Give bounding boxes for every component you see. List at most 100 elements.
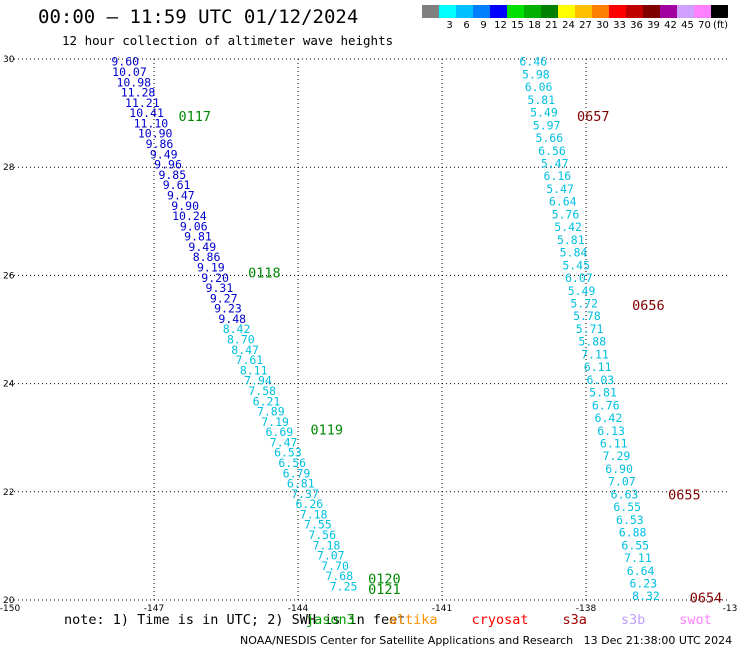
y-tick-label: 26 bbox=[3, 271, 15, 281]
y-tick-label: 30 bbox=[3, 55, 15, 65]
swh-value-label: 6.53 bbox=[274, 446, 302, 460]
swh-value-label: 6.21 bbox=[253, 394, 281, 408]
swh-value-label: 9.27 bbox=[210, 291, 238, 305]
swh-value-label: 8.42 bbox=[223, 322, 251, 336]
swh-value-label: 5.71 bbox=[576, 322, 604, 336]
x-tick-label: -144 bbox=[288, 604, 309, 614]
swh-value-label: 5.42 bbox=[554, 220, 582, 234]
legend-swatch bbox=[473, 5, 490, 18]
swh-value-label: 7.11 bbox=[581, 347, 609, 361]
legend-label: 27 bbox=[579, 20, 592, 31]
source-jason3: jason3 bbox=[306, 612, 355, 628]
swh-value-label: 7.70 bbox=[321, 559, 349, 573]
footer-note: note: 1) Time is in UTC; 2) SWH is in fe… bbox=[64, 612, 406, 628]
swh-value-label: 9.96 bbox=[154, 158, 182, 172]
swh-value-label: 7.68 bbox=[325, 569, 353, 583]
swh-value-label: 9.48 bbox=[218, 312, 246, 326]
legend-label: 36 bbox=[630, 20, 643, 31]
swh-value-label: 7.56 bbox=[308, 528, 336, 542]
legend-label: 15 bbox=[511, 20, 524, 31]
swh-value-label: 7.07 bbox=[608, 475, 636, 489]
swh-value-label: 5.98 bbox=[522, 67, 550, 81]
swh-value-label: 9.90 bbox=[171, 199, 199, 213]
swh-value-label: 5.45 bbox=[562, 258, 590, 272]
swh-value-label: 5.78 bbox=[573, 309, 601, 323]
swh-value-label: 7.29 bbox=[603, 449, 631, 463]
swh-value-label: 7.18 bbox=[313, 538, 341, 552]
swh-value-label: 6.79 bbox=[283, 466, 311, 480]
swh-value-label: 8.11 bbox=[240, 363, 268, 377]
swh-value-label: 7.89 bbox=[257, 405, 285, 419]
swh-value-label: 9.49 bbox=[150, 147, 178, 161]
legend-label: 18 bbox=[528, 20, 541, 31]
swh-value-label: 6.88 bbox=[619, 526, 647, 540]
swh-value-label: 5.81 bbox=[557, 233, 585, 247]
legend-swatch bbox=[524, 5, 541, 18]
swh-value-label: 6.64 bbox=[627, 564, 655, 578]
swh-value-label: 11.10 bbox=[134, 116, 169, 130]
swh-value-label: 7.55 bbox=[304, 518, 332, 532]
legend-swatch bbox=[456, 5, 473, 18]
swh-value-label: 10.24 bbox=[172, 209, 207, 223]
source-s3a: s3a bbox=[562, 612, 587, 628]
swh-value-label: 10.41 bbox=[129, 106, 164, 120]
swh-value-label: 7.58 bbox=[248, 384, 276, 398]
legend-swatch bbox=[558, 5, 575, 18]
swh-value-label: 7.07 bbox=[317, 549, 345, 563]
swh-value-label: 11.21 bbox=[125, 96, 160, 110]
swh-value-label: 8.86 bbox=[193, 250, 221, 264]
swh-value-label: 6.56 bbox=[538, 144, 566, 158]
legend-swatch bbox=[677, 5, 694, 18]
legend-swatch bbox=[609, 5, 626, 18]
source-s3b: s3b bbox=[620, 612, 646, 628]
legend-label: 12 bbox=[494, 20, 507, 31]
pass-time-label: 0655 bbox=[668, 488, 701, 504]
swh-value-label: 7.37 bbox=[291, 487, 319, 501]
chart-subtitle: 12 hour collection of altimeter wave hei… bbox=[62, 33, 394, 48]
swh-value-label: 6.90 bbox=[605, 462, 633, 476]
swh-value-label: 6.64 bbox=[549, 195, 577, 209]
swh-value-label: 6.55 bbox=[613, 500, 641, 514]
legend-label: 3 bbox=[446, 20, 453, 31]
swh-value-label: 5.72 bbox=[570, 297, 598, 311]
swh-value-label: 9.06 bbox=[180, 219, 208, 233]
legend-label: 39 bbox=[647, 20, 660, 31]
pass-time-label: 0118 bbox=[248, 266, 281, 282]
swh-value-label: 6.06 bbox=[525, 80, 553, 94]
swh-value-label: 5.66 bbox=[535, 131, 563, 145]
swh-value-label: 8.70 bbox=[227, 333, 255, 347]
swh-value-label: 7.18 bbox=[300, 507, 328, 521]
swh-value-label: 10.07 bbox=[112, 65, 147, 79]
swh-value-label: 9.61 bbox=[163, 178, 191, 192]
swh-value-label: 6.81 bbox=[287, 477, 315, 491]
legend-swatch bbox=[660, 5, 677, 18]
swh-value-label: 7.94 bbox=[244, 374, 272, 388]
swh-value-label: 7.19 bbox=[261, 415, 289, 429]
swh-value-label: 9.20 bbox=[201, 271, 229, 285]
swh-value-label: 6.69 bbox=[266, 425, 294, 439]
legend-label: 70 bbox=[698, 20, 711, 31]
swh-value-label: 9.60 bbox=[111, 55, 139, 69]
swh-value-label: 6.16 bbox=[544, 169, 572, 183]
legend-label: 21 bbox=[545, 20, 558, 31]
legend-label: 45 bbox=[681, 20, 694, 31]
swh-value-label: 6.56 bbox=[278, 456, 306, 470]
swh-value-label: 9.86 bbox=[146, 137, 174, 151]
swh-value-label: 8.32 bbox=[632, 589, 660, 603]
pass-time-label: 0656 bbox=[632, 298, 665, 314]
pass-time-label: 0117 bbox=[179, 109, 212, 125]
legend-label: 42 bbox=[664, 20, 677, 31]
swh-value-label: 5.49 bbox=[568, 284, 596, 298]
legend-swatch bbox=[422, 5, 439, 18]
swh-value-label: 6.13 bbox=[597, 424, 625, 438]
pass-time-label: 0657 bbox=[577, 109, 610, 125]
satellite-sources: jason3 altika cryosat s3a s3b swot bbox=[306, 612, 740, 628]
source-swot: swot bbox=[679, 612, 712, 628]
swh-value-label: 9.23 bbox=[214, 302, 242, 316]
swh-value-label: 5.81 bbox=[527, 93, 555, 107]
x-tick-label: -141 bbox=[432, 604, 452, 614]
pass-time-label: 0120 bbox=[368, 571, 401, 587]
swh-value-label: 9.49 bbox=[188, 240, 216, 254]
swh-value-label: 6.53 bbox=[616, 513, 644, 527]
